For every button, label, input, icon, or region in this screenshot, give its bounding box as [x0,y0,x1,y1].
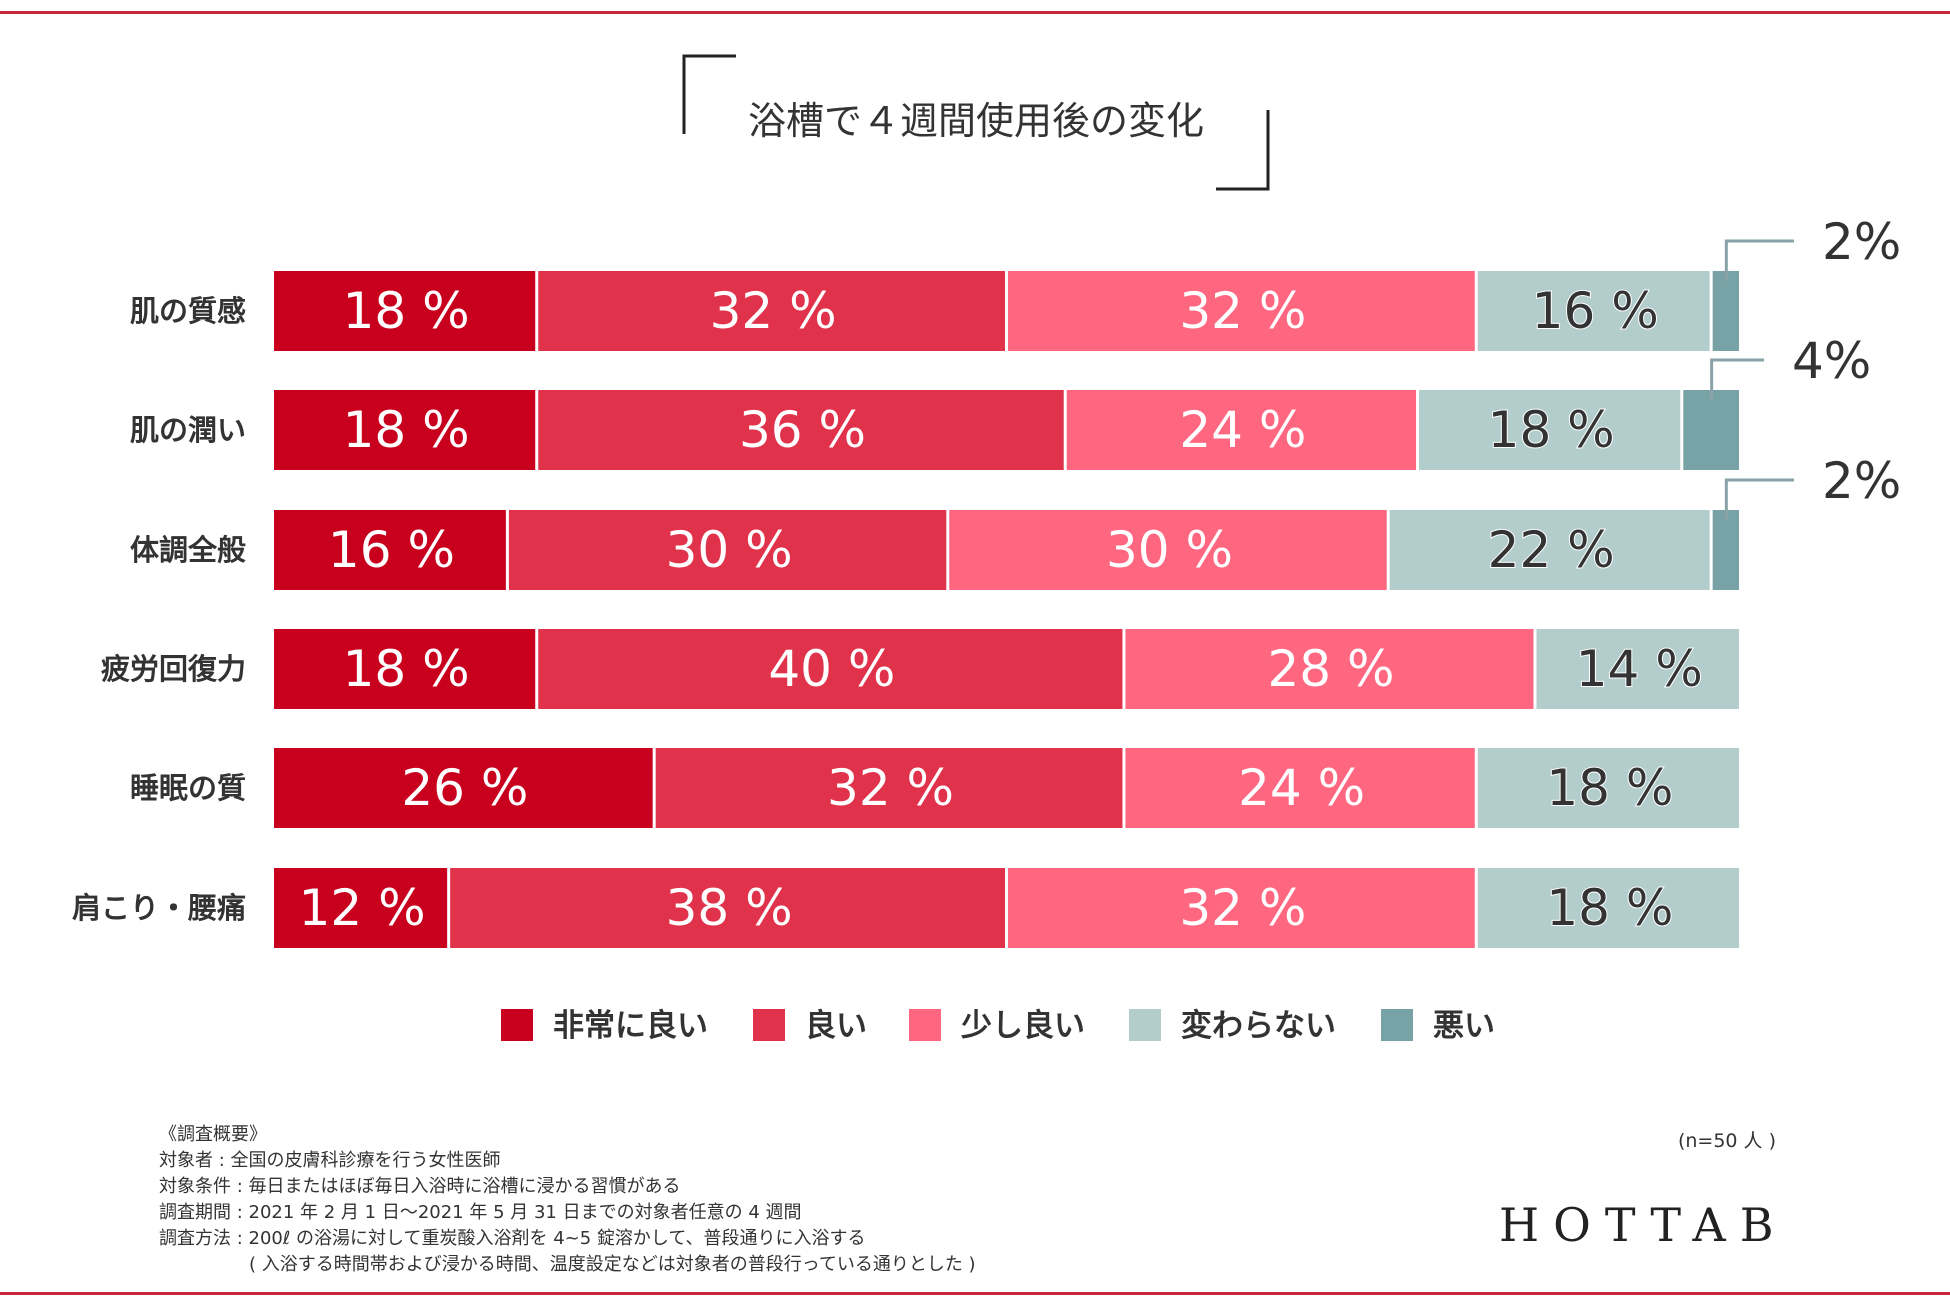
bar-segment [1477,748,1739,828]
data-label: 38 % [666,879,793,937]
title-bracket-right [1216,110,1270,191]
notes-heading: 《調査概要》 [159,1124,267,1145]
category-label: 体調全般 [130,533,246,567]
bar-segment [1066,390,1417,470]
data-label: 24 % [1179,401,1306,459]
bar-segment [1536,629,1739,709]
callout-line [1724,478,1794,520]
legend-label: 非常に良い [553,1008,708,1044]
bar-segment [274,748,653,828]
chart-title: 浴槽で４週間使用後の変化 [748,99,1204,143]
title-bracket-left [682,54,736,134]
data-label: 2% [1822,452,1901,510]
data-label: 26 % [401,759,528,817]
legend-label: 変わらない [1181,1008,1336,1044]
data-label: 18 % [1546,879,1673,937]
bar-segment [1477,868,1739,948]
data-label: 16 % [328,521,455,579]
bar-segment [538,390,1064,470]
data-label: 40 % [768,640,895,698]
bar-segment [508,510,947,590]
data-label: 32 % [710,282,837,340]
bar-segment [655,748,1123,828]
data-label: 18 % [1546,759,1673,817]
data-label: 12 % [299,879,426,937]
notes-line: ( 入浴する時間帯および浸かる時間、温度設定などは対象者の普段行っている通りとし… [159,1254,976,1275]
notes-line: 対象条件 : 毎日またはほぼ毎日入浴時に浴槽に浸かる習慣がある [159,1176,681,1197]
bar-segment [274,868,448,948]
data-label: 30 % [1106,521,1233,579]
bar-segment [274,510,506,590]
bar-segment [1008,868,1475,948]
category-label: 疲労回復力 [101,652,246,686]
data-label: 18 % [343,282,470,340]
data-label: 32 % [1179,282,1306,340]
legend-swatch [501,1009,533,1041]
legend-swatch [1381,1009,1413,1041]
brand-logo: HOTTAB [1499,1198,1788,1252]
callout-line [1724,239,1794,281]
sample-size: (n=50 人 ) [1677,1130,1776,1152]
bar-segment [1712,271,1739,351]
data-label: 4% [1792,332,1871,390]
bar-segment [1419,390,1681,470]
bar-segment [274,271,536,351]
category-label: 肌の質感 [130,294,246,328]
data-label: 16 % [1532,282,1659,340]
data-label: 32 % [827,759,954,817]
category-label: 肌の潤い [130,413,246,447]
legend-swatch [909,1009,941,1041]
notes-line: 対象者 : 全国の皮膚科診療を行う女性医師 [159,1150,501,1171]
notes-line: 調査期間 : 2021 年 2 月 1 日～2021 年 5 月 31 日までの… [159,1202,802,1223]
bar-segment [274,390,536,470]
bar-segment [538,629,1123,709]
data-label: 14 % [1576,640,1703,698]
survey-notes: 《調査概要》 対象者 : 全国の皮膚科診療を行う女性医師 対象条件 : 毎日また… [159,1122,976,1278]
bar-segment [1008,271,1475,351]
legend-swatch [753,1009,785,1041]
callout-line [1710,358,1764,400]
bar-segment [1712,510,1739,590]
bar-segment [1125,629,1534,709]
data-label: 24 % [1238,759,1365,817]
category-label: 睡眠の質 [130,771,246,805]
legend-swatch [1129,1009,1161,1041]
bar-segment [274,629,536,709]
notes-line: 調査方法 : 200ℓ の浴湯に対して重炭酸入浴剤を 4~5 錠溶かして、普段通… [159,1228,866,1249]
bar-segment [450,868,1005,948]
bar-segment [1125,748,1475,828]
data-label: 18 % [343,640,470,698]
top-rule [0,11,1950,14]
category-label: 肩こり・腰痛 [72,891,246,925]
bar-segment [1389,510,1710,590]
bar-segment [1683,390,1739,470]
data-label: 30 % [666,521,793,579]
legend-label: 少し良い [961,1008,1085,1044]
data-label: 32 % [1179,879,1306,937]
data-label: 18 % [343,401,470,459]
bar-segment [949,510,1387,590]
bar-segment [538,271,1005,351]
chart-title-group: 浴槽で４週間使用後の変化 [682,54,1270,191]
legend-label: 悪い [1433,1008,1495,1044]
data-label: 18 % [1488,401,1615,459]
bottom-rule [0,1292,1950,1295]
data-label: 22 % [1488,521,1615,579]
legend-label: 良い [805,1008,867,1044]
data-label: 36 % [739,401,866,459]
bar-segment [1477,271,1710,351]
data-label: 28 % [1267,640,1394,698]
data-label: 2% [1822,213,1901,271]
